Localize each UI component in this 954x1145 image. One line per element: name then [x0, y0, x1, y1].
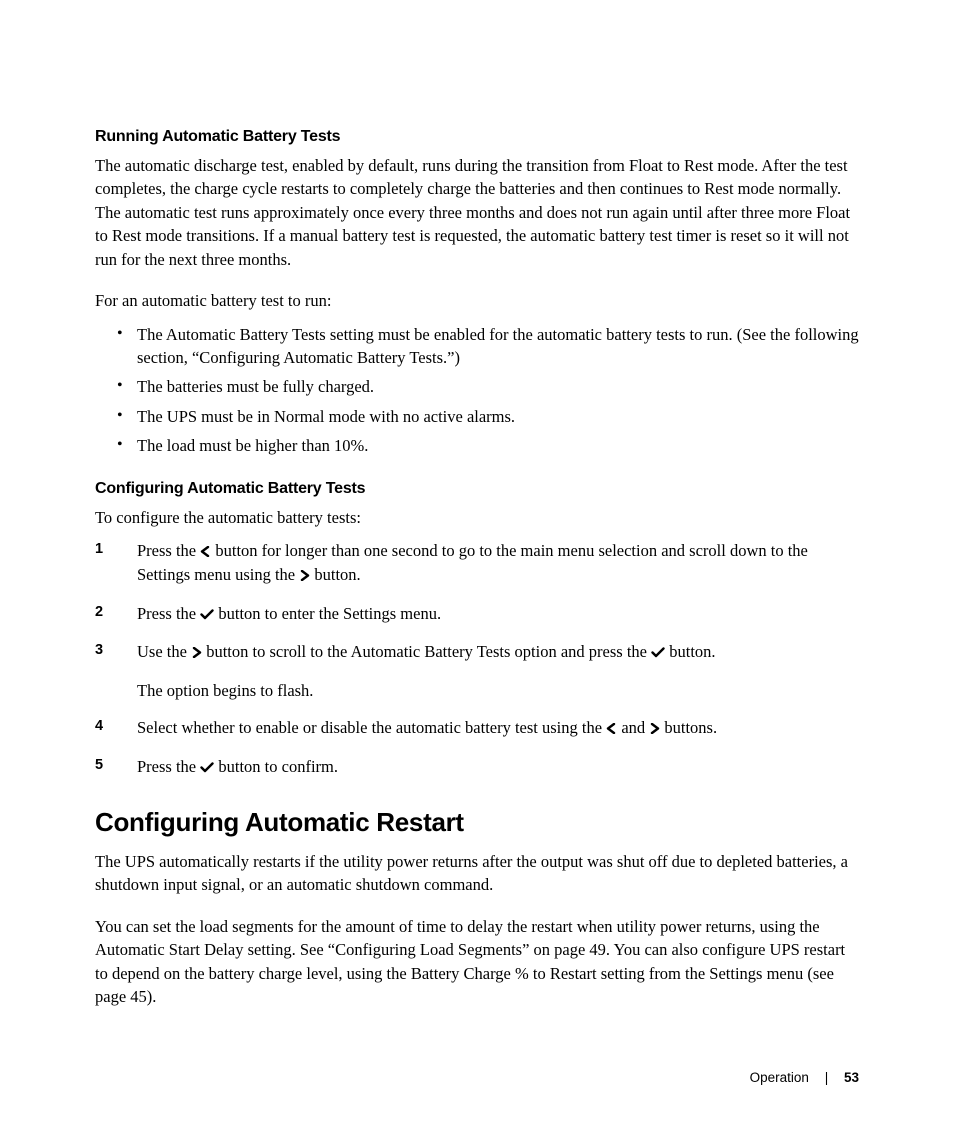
- step-text: Select whether to enable or disable the …: [137, 718, 606, 737]
- check-icon: [651, 641, 665, 664]
- step-text: button.: [665, 642, 715, 661]
- step-item: Press the button to enter the Settings m…: [95, 602, 859, 626]
- list-item: The batteries must be fully charged.: [137, 375, 859, 398]
- list-item: The UPS must be in Normal mode with no a…: [137, 405, 859, 428]
- step-text: Use the: [137, 642, 191, 661]
- list-item: The Automatic Battery Tests setting must…: [137, 323, 859, 370]
- bullet-list: The Automatic Battery Tests setting must…: [95, 323, 859, 458]
- page-content: Running Automatic Battery Tests The auto…: [0, 0, 954, 1087]
- footer-separator: |: [825, 1070, 829, 1085]
- right-arrow-icon: [649, 717, 660, 740]
- step-text: Press the: [137, 604, 200, 623]
- heading-configuring-tests: Configuring Automatic Battery Tests: [95, 480, 859, 498]
- paragraph: For an automatic battery test to run:: [95, 289, 859, 312]
- step-sub-text: The option begins to flash.: [137, 679, 859, 702]
- step-item: Press the button to confirm.: [95, 755, 859, 779]
- step-text: Press the: [137, 757, 200, 776]
- paragraph: You can set the load segments for the am…: [95, 915, 859, 1009]
- step-text: button.: [310, 565, 360, 584]
- heading-running-tests: Running Automatic Battery Tests: [95, 128, 859, 146]
- steps-list: Press the button for longer than one sec…: [95, 539, 859, 779]
- step-item: Press the button for longer than one sec…: [95, 539, 859, 588]
- step-text: buttons.: [660, 718, 717, 737]
- footer-page-number: 53: [844, 1070, 859, 1085]
- left-arrow-icon: [606, 717, 617, 740]
- heading-automatic-restart: Configuring Automatic Restart: [95, 807, 859, 838]
- step-text: button to confirm.: [214, 757, 338, 776]
- page-footer: Operation | 53: [750, 1070, 859, 1085]
- step-text: and: [617, 718, 649, 737]
- step-text: Press the: [137, 541, 200, 560]
- step-text: button to enter the Settings menu.: [214, 604, 441, 623]
- step-item: Use the button to scroll to the Automati…: [95, 640, 859, 702]
- left-arrow-icon: [200, 540, 211, 563]
- paragraph: The automatic discharge test, enabled by…: [95, 154, 859, 271]
- check-icon: [200, 603, 214, 626]
- paragraph: To configure the automatic battery tests…: [95, 506, 859, 529]
- step-text: button for longer than one second to go …: [137, 541, 808, 584]
- footer-chapter: Operation: [750, 1070, 809, 1085]
- paragraph: The UPS automatically restarts if the ut…: [95, 850, 859, 897]
- list-item: The load must be higher than 10%.: [137, 434, 859, 457]
- step-text: button to scroll to the Automatic Batter…: [202, 642, 651, 661]
- right-arrow-icon: [191, 641, 202, 664]
- right-arrow-icon: [299, 564, 310, 587]
- check-icon: [200, 756, 214, 779]
- step-item: Select whether to enable or disable the …: [95, 716, 859, 740]
